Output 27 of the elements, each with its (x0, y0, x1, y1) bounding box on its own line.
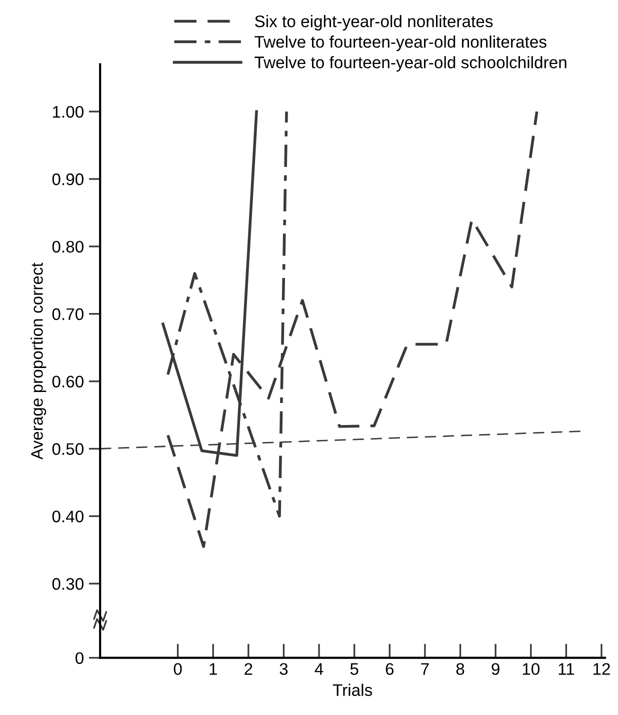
x-tick-label: 12 (593, 663, 610, 675)
y-tick-label: 0 (76, 652, 84, 664)
legend-label: Twelve to fourteen-year-old schoolchildren (254, 56, 566, 72)
y-tick-label: 1.00 (52, 106, 84, 118)
x-tick-label: 6 (386, 663, 394, 675)
legend-label: Six to eight-year-old nonliterates (255, 15, 493, 31)
x-tick-label: 1 (210, 663, 217, 675)
x-tick-label: 3 (280, 663, 288, 675)
x-tick-label: 0 (174, 663, 182, 675)
y-tick-label: 0.30 (52, 578, 84, 590)
y-tick-label: 0.40 (52, 510, 84, 522)
x-tick-label: 9 (492, 663, 500, 675)
x-tick-label: 4 (314, 663, 324, 675)
y-axis-title: Average proportion correct (30, 262, 46, 460)
y-tick-label: 0.70 (52, 308, 84, 320)
y-tick-label: 0.80 (52, 240, 84, 253)
x-tick-label: 5 (350, 663, 358, 675)
x-tick-label: 2 (244, 663, 252, 675)
x-tick-label: 11 (558, 663, 574, 675)
x-axis-title: Trials (332, 684, 372, 696)
x-tick-label: 8 (456, 663, 464, 675)
y-tick-label: 0.50 (52, 443, 84, 455)
legend-label: Twelve to fourteen-year-old nonliterates (254, 36, 546, 52)
y-tick-label: 0.60 (52, 376, 84, 388)
x-tick-label: 7 (421, 663, 429, 675)
x-tick-label: 10 (522, 663, 540, 675)
y-tick-label: 0.90 (52, 173, 84, 186)
